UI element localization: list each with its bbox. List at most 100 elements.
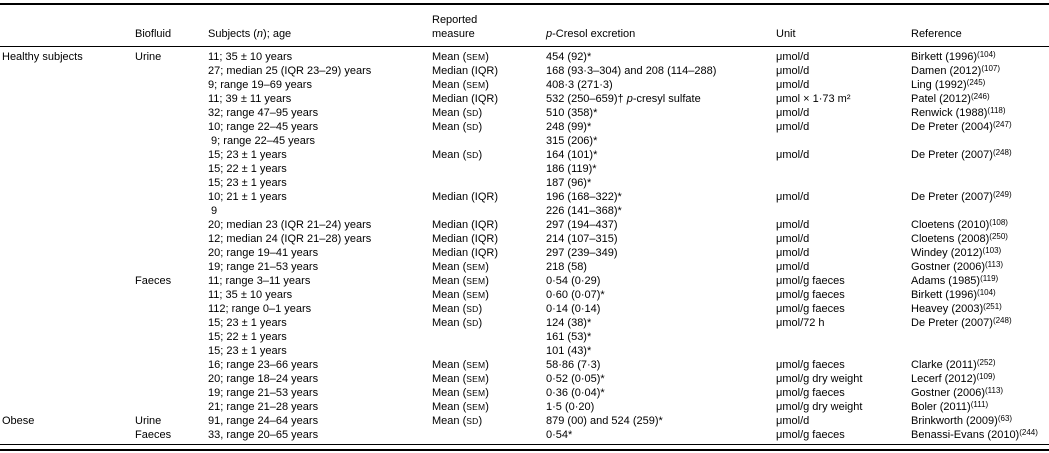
cell-unit: μmol/g faeces: [776, 387, 845, 399]
cell-subjects: 20; median 23 (IQR 21–24) years: [208, 219, 372, 231]
cell-subjects: 27; median 25 (IQR 23–29) years: [208, 65, 372, 77]
cell-biofluid: [135, 134, 208, 148]
cell-subjects: 112; range 0–1 years: [208, 303, 312, 315]
cell-group: [0, 162, 135, 176]
cell-group: [0, 344, 135, 358]
cell-biofluid: [135, 176, 208, 190]
cell-reference: [911, 162, 1049, 176]
cell-biofluid: [135, 260, 208, 274]
cell-reference: Benassi-Evans (2010)(244): [911, 428, 1049, 445]
table-row: 21; range 21–28 years Mean (sem) 1·5 (0·20…: [0, 400, 1049, 414]
cell-unit: μmol/d: [776, 219, 810, 231]
cell-reference: Heavey (2003)(251): [911, 302, 1002, 315]
cell-biofluid: [135, 330, 208, 344]
cell-reference: [911, 134, 1049, 148]
cell-excretion: 0·54*: [546, 428, 776, 445]
cell-reference: Patel (2012)(246): [911, 92, 990, 105]
cell-group: [0, 232, 135, 246]
cell-unit: μmol/d: [776, 79, 810, 91]
cell-subjects: 15; 22 ± 1 years: [208, 163, 287, 175]
cell-reference: Cloetens (2008)(250): [911, 232, 1008, 245]
table-row: 10; 21 ± 1 years Median (IQR) 196 (168–322…: [0, 190, 1049, 204]
cell-group: [0, 120, 135, 134]
cell-biofluid: [135, 204, 208, 218]
cell-excretion: 297 (194–437): [546, 219, 618, 231]
cell-excretion: 0·52 (0·05)*: [546, 373, 605, 385]
cell-subjects: 10; 21 ± 1 years: [208, 191, 287, 203]
cell-biofluid: [135, 162, 208, 176]
table-row: 16; range 23–66 years Mean (sem) 58·86 (7·…: [0, 358, 1049, 372]
cell-group: [0, 176, 135, 190]
cell-excretion: 214 (107–315): [546, 233, 618, 245]
cell-subjects: 33, range 20–65 years: [208, 428, 432, 445]
cell-excretion: 101 (43)*: [546, 345, 592, 357]
cell-excretion: 186 (119)*: [546, 163, 597, 175]
cell-biofluid: [135, 78, 208, 92]
cell-reference: Windey (2012)(103): [911, 246, 1002, 259]
cell-excretion: 226 (141–368)*: [546, 205, 622, 217]
cell-excretion: 168 (93·3–304) and 208 (114–288): [546, 65, 717, 77]
cell-reference: Boler (2011)(111): [911, 400, 989, 413]
cell-group: [0, 260, 135, 274]
cell-excretion: 161 (53)*: [546, 331, 592, 343]
cell-measure: [432, 134, 546, 148]
cell-biofluid: [135, 372, 208, 386]
table-row: Obese Urine 91, range 24–64 years Mean (sd)…: [0, 414, 1049, 428]
cell-measure: Median (IQR): [432, 247, 499, 259]
cell-subjects: 11; 35 ± 10 years: [208, 51, 293, 63]
cell-biofluid: Faeces: [135, 428, 208, 445]
cell-reference: [911, 344, 1049, 358]
cell-reference: De Preter (2007)(248): [911, 148, 1012, 161]
cell-group: [0, 358, 135, 372]
col-header-reference: Reference: [911, 7, 1049, 47]
cell-group: [0, 274, 135, 288]
cell-excretion: 297 (239–349): [546, 247, 618, 259]
cell-reference: Ling (1992)(245): [911, 78, 986, 91]
cell-measure: Mean (sem): [432, 261, 489, 273]
table-row: 112; range 0–1 years Mean (sd) 0·14 (0·14)…: [0, 302, 1049, 316]
cell-measure: Mean (sem): [432, 401, 489, 413]
cell-measure: Mean (sem): [432, 275, 489, 287]
cell-subjects: 11; 39 ± 11 years: [208, 93, 292, 105]
cell-unit: μmol/g faeces: [776, 289, 845, 301]
cell-group: [0, 316, 135, 330]
cell-excretion: 510 (358)*: [546, 107, 598, 119]
cell-group: [0, 92, 135, 106]
table-row: 15; 22 ± 1 years 161 (53)*: [0, 330, 1049, 344]
cell-unit: μmol/d: [776, 51, 810, 63]
table-bottom-rule: [0, 449, 1049, 451]
cell-unit: [776, 134, 911, 148]
cell-excretion: 164 (101)*: [546, 149, 598, 161]
cell-subjects: 21; range 21–28 years: [208, 401, 319, 413]
cell-measure: [432, 428, 546, 445]
cell-measure: Mean (sd): [432, 303, 483, 315]
cell-reference: [911, 176, 1049, 190]
cell-excretion: 187 (96)*: [546, 177, 592, 189]
cell-unit: μmol/d: [776, 149, 810, 161]
cell-group: Obese: [2, 415, 35, 427]
col-header-measure: Reported measure: [432, 7, 546, 47]
cell-unit: μmol/72 h: [776, 317, 825, 329]
cell-unit: μmol/g dry weight: [776, 401, 863, 413]
cell-excretion: 218 (58): [546, 261, 587, 273]
table-row: 15; 23 ± 1 years Mean (sd) 124 (38)* μmol/7…: [0, 316, 1049, 330]
cell-unit: μmol/d: [776, 121, 810, 133]
cell-unit: μmol/g faeces: [776, 428, 911, 445]
table-row: 15; 22 ± 1 years 186 (119)*: [0, 162, 1049, 176]
cell-measure: Mean (sd): [432, 121, 483, 133]
cell-unit: μmol × 1·73 m²: [776, 93, 851, 105]
table-row: 32; range 47–95 years Mean (sd) 510 (358)*…: [0, 106, 1049, 120]
cell-measure: Mean (sem): [432, 359, 489, 371]
cell-group: [0, 78, 135, 92]
cell-subjects: 19; range 21–53 years: [208, 261, 319, 273]
cell-biofluid: [135, 246, 208, 260]
cell-group: Healthy subjects: [2, 51, 83, 63]
cell-subjects: 15; 22 ± 1 years: [208, 331, 287, 343]
table-row: 12; median 24 (IQR 21–28) years Median (I…: [0, 232, 1049, 246]
cell-group: [0, 372, 135, 386]
cell-reference: De Preter (2007)(248): [911, 316, 1012, 329]
cell-unit: μmol/d: [776, 415, 810, 427]
cell-reference: Brinkworth (2009)(63): [911, 414, 1013, 427]
cell-group: [0, 106, 135, 120]
